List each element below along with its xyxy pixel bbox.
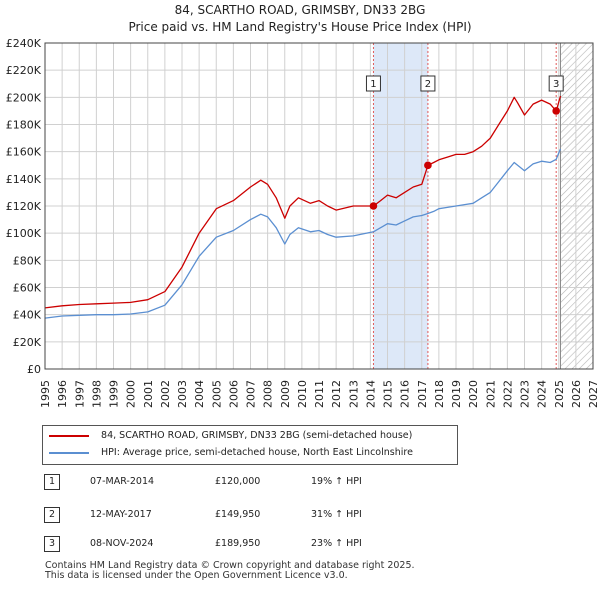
y-tick-label: £100K — [6, 227, 42, 240]
x-tick-label: 2015 — [382, 380, 395, 408]
x-tick-label: 2024 — [536, 380, 549, 408]
y-tick-label: £140K — [6, 173, 42, 186]
sale-date: 07-MAR-2014 — [90, 476, 155, 487]
plot-border — [44, 42, 594, 370]
chart-title-line2: Price paid vs. HM Land Registry's House … — [128, 20, 471, 34]
x-tick-label: 2009 — [279, 380, 292, 408]
footer-line-1: Contains HM Land Registry data © Crown c… — [45, 560, 415, 571]
footer-attribution: Contains HM Land Registry data © Crown c… — [45, 561, 415, 581]
y-tick-label: £180K — [6, 119, 42, 132]
legend: 84, SCARTHO ROAD, GRIMSBY, DN33 2BG (sem… — [42, 425, 458, 465]
sale-row: 3 08-NOV-2024 £189,950 23% ↑ HPI — [0, 534, 600, 554]
x-tick-label: 2021 — [484, 380, 497, 408]
sale-price: £189,950 — [215, 538, 261, 549]
x-tick-label: 2018 — [433, 380, 446, 408]
price-chart: 84, SCARTHO ROAD, GRIMSBY, DN33 2BG Pric… — [6, 3, 600, 408]
x-tick-label: 2016 — [399, 380, 412, 408]
x-tick-label: 2014 — [364, 380, 377, 408]
sale-point — [369, 202, 378, 210]
footer-line-2: This data is licensed under the Open Gov… — [45, 570, 348, 581]
legend-item-property: 84, SCARTHO ROAD, GRIMSBY, DN33 2BG (sem… — [49, 428, 412, 444]
x-tick-label: 2023 — [519, 380, 532, 408]
x-tick-label: 2013 — [347, 380, 360, 408]
sale-price: £149,950 — [215, 509, 261, 520]
y-tick-label: £80K — [13, 254, 42, 267]
legend-property-swatch — [49, 434, 89, 437]
sale-number-badge: 2 — [44, 507, 60, 523]
x-tick-label: 1999 — [108, 380, 121, 408]
sale-label-box — [365, 75, 381, 92]
x-tick-label: 2010 — [296, 380, 309, 408]
y-tick-label: £120K — [6, 200, 42, 213]
y-tick-label: £200K — [6, 91, 42, 104]
y-tick-label: £0 — [27, 363, 41, 376]
sale-row: 2 12-MAY-2017 £149,950 31% ↑ HPI — [0, 505, 600, 525]
chart-title-line1: 84, SCARTHO ROAD, GRIMSBY, DN33 2BG — [175, 3, 426, 17]
x-tick-label: 2001 — [142, 380, 155, 408]
sale-label: 1 — [370, 79, 376, 90]
sale-hpi-change: 23% ↑ HPI — [311, 538, 362, 549]
x-tick-label: 2017 — [416, 380, 429, 408]
y-tick-label: £20K — [13, 336, 42, 349]
sale-row: 1 07-MAR-2014 £120,000 19% ↑ HPI — [0, 472, 600, 492]
hpi-line — [44, 148, 562, 319]
sale-number-badge: 1 — [44, 474, 60, 490]
sale-number-badge: 3 — [44, 536, 60, 552]
x-tick-label: 2000 — [125, 380, 138, 408]
x-tick-label: 2003 — [176, 380, 189, 408]
x-tick-label: 2007 — [245, 380, 258, 408]
x-tick-label: 1998 — [90, 380, 103, 408]
x-tick-label: 2019 — [450, 380, 463, 408]
sale-point — [552, 107, 560, 115]
y-tick-label: £240K — [6, 37, 42, 50]
sale-hpi-change: 31% ↑ HPI — [311, 509, 362, 520]
x-tick-label: 2011 — [313, 380, 326, 408]
y-tick-label: £40K — [13, 309, 42, 322]
sale-label: 3 — [553, 79, 559, 90]
sale-price: £120,000 — [215, 476, 261, 487]
x-tick-label: 2004 — [193, 380, 206, 408]
x-tick-label: 2027 — [587, 380, 600, 408]
x-tick-label: 2002 — [159, 380, 172, 408]
sale-date: 08-NOV-2024 — [90, 538, 154, 549]
x-tick-label: 2020 — [467, 380, 480, 408]
sale-label-box — [420, 75, 436, 92]
sale-point — [424, 161, 432, 170]
x-tick-label: 2012 — [330, 380, 343, 408]
x-tick-label: 2005 — [210, 380, 223, 408]
x-tick-label: 2006 — [227, 380, 240, 408]
sale-label: 2 — [425, 79, 431, 90]
x-tick-label: 2022 — [501, 380, 514, 408]
y-tick-label: £160K — [6, 146, 42, 159]
legend-property-label: 84, SCARTHO ROAD, GRIMSBY, DN33 2BG (sem… — [101, 430, 413, 441]
sale-hpi-change: 19% ↑ HPI — [311, 476, 362, 487]
x-tick-label: 2008 — [262, 380, 275, 408]
x-tick-label: 2026 — [570, 380, 583, 408]
y-tick-label: £220K — [6, 64, 42, 77]
sale-label-box — [548, 75, 564, 92]
x-tick-label: 2025 — [553, 380, 566, 408]
x-tick-label: 1995 — [39, 380, 52, 408]
property-price-line — [44, 95, 562, 309]
x-tick-label: 1996 — [56, 380, 69, 408]
x-tick-label: 1997 — [73, 380, 86, 408]
legend-hpi-label: HPI: Average price, semi-detached house,… — [101, 447, 413, 458]
sale-date: 12-MAY-2017 — [90, 509, 152, 520]
legend-item-hpi: HPI: Average price, semi-detached house,… — [49, 445, 413, 461]
legend-hpi-swatch — [49, 451, 89, 454]
y-tick-label: £60K — [13, 282, 42, 295]
